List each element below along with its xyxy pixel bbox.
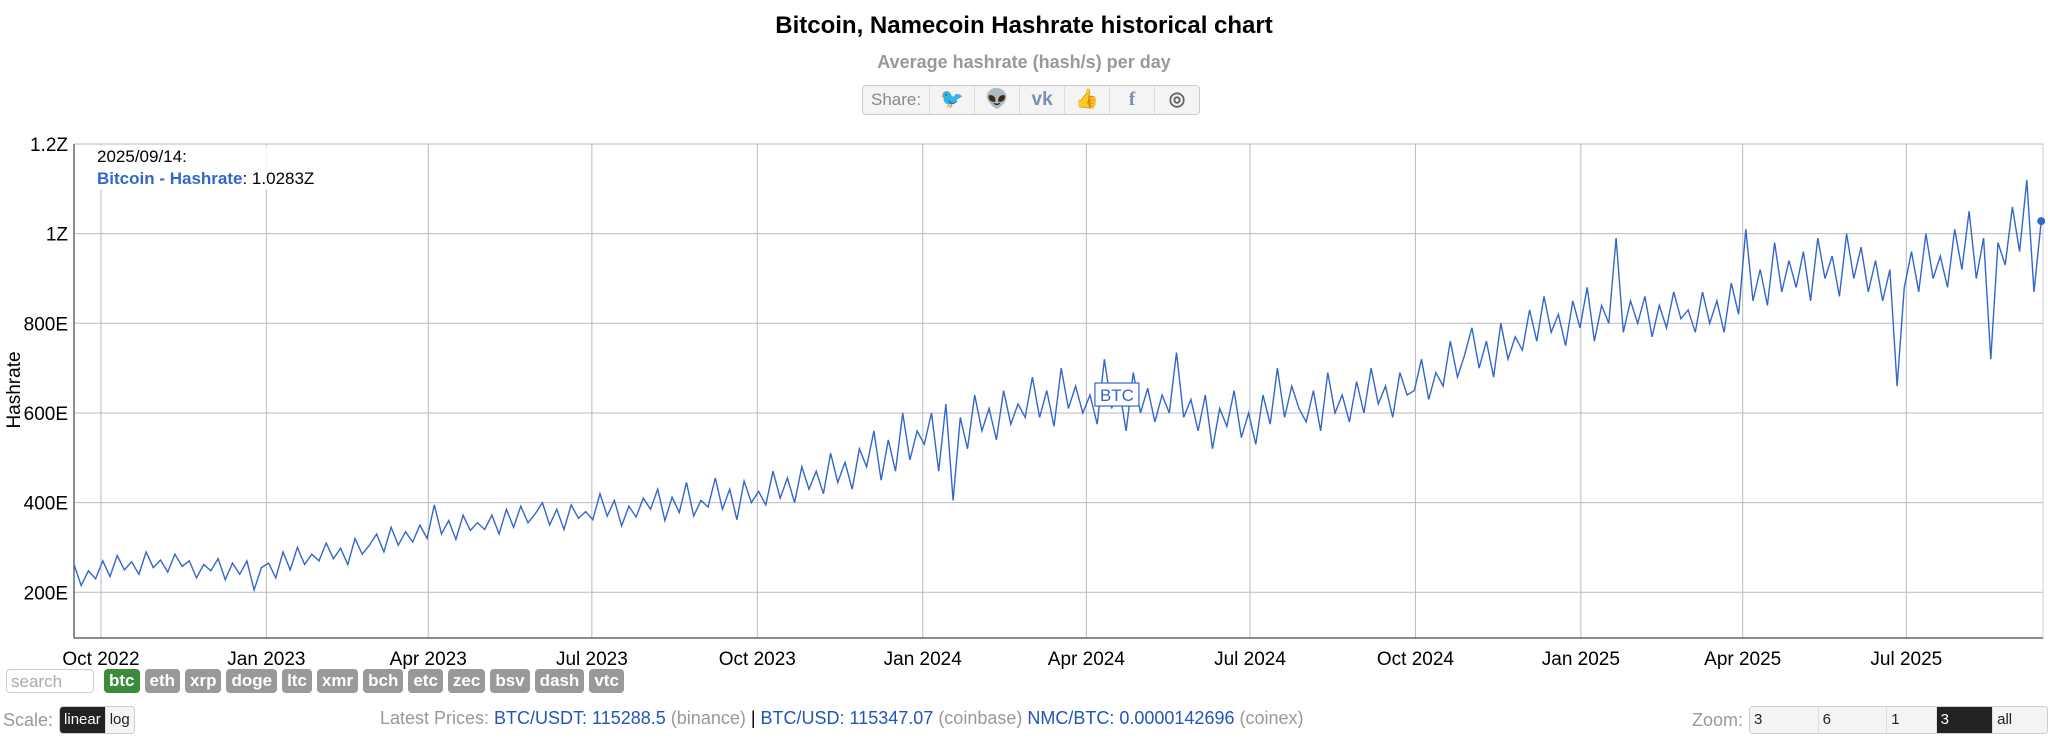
coin-ltc[interactable]: ltc [282,669,312,693]
x-tick-label: Jan 2025 [1542,649,1620,670]
scale-label: Scale: [3,709,54,730]
x-tick-label: Jan 2024 [884,649,963,670]
series-line-bitcoin-hashrate [73,179,2042,593]
price-btc-usd[interactable]: BTC/USD: 115347.07 [760,708,934,728]
coin-search-input[interactable]: search [6,669,94,693]
zoom-6-months-button[interactable]: 6 months [1818,707,1888,733]
y-tick-label: 1Z [46,225,69,246]
tooltip-date: 2025/09/14: [97,147,187,166]
tooltip-series: Bitcoin - Hashrate [97,169,243,188]
twitter-icon[interactable]: 🐦 [930,86,976,114]
scale-log-button[interactable]: log [105,707,134,733]
scale-linear-button[interactable]: linear [60,707,106,733]
price-source-coinex: (coinex) [1234,708,1304,728]
y-tick-label: 400E [24,494,68,515]
btc-annotation-box [1094,382,1140,407]
coin-vtc[interactable]: vtc [589,669,624,693]
price-source-coinbase: (coinbase) [933,708,1028,728]
like-icon[interactable]: 👍 [1065,86,1111,114]
y-tick-label: 200E [24,583,68,604]
price-separator: | [750,708,756,728]
tooltip: 2025/09/14: Bitcoin - Hashrate: 1.0283Z [97,146,315,190]
coin-zec[interactable]: zec [447,669,486,693]
zoom-control: Zoom: 3 months 6 months 1 year 3 years a… [1692,706,2048,734]
coin-bch[interactable]: bch [363,669,404,693]
zoom-label: Zoom: [1692,709,1744,730]
facebook-icon[interactable]: f [1110,86,1156,114]
coin-doge[interactable]: doge [226,669,278,693]
x-tick-label: Jul 2024 [1214,649,1286,670]
weibo-icon[interactable]: ◎ [1168,89,1186,110]
chart-subtitle: Average hashrate (hash/s) per day [877,52,1171,72]
price-nmc-btc[interactable]: NMC/BTC: 0.0000142696 [1027,708,1235,728]
vk-icon[interactable]: vk [1020,86,1066,114]
y-tick-label: 1.2Z [30,135,68,156]
btc-annotation-label: BTC [1100,386,1134,405]
coin-xrp[interactable]: xrp [185,669,222,693]
coin-etc[interactable]: etc [408,669,443,693]
share-label: Share: [863,86,931,114]
tooltip-value: : 1.0283Z [242,169,315,188]
x-tick-label: Apr 2023 [390,649,467,670]
zoom-1-year-button[interactable]: 1 year [1887,707,1937,733]
zoom-all-time-button[interactable]: all time [1993,707,2048,733]
coin-btc[interactable]: btc [104,669,140,693]
y-axis-title: Hashrate [4,351,25,428]
coin-xmr[interactable]: xmr [316,669,359,693]
latest-prices: Latest Prices: BTC/USDT: 115288.5 (binan… [380,708,1304,729]
chart-title: Bitcoin, Namecoin Hashrate historical ch… [775,12,1273,39]
x-tick-label: Apr 2024 [1048,649,1126,670]
hashrate-chart[interactable]: 200E 400E 600E 800E 1Z 1.2Z Oct 2022 Jan 2023 A… [0,0,2048,670]
price-source-binance: (binance) [665,708,751,728]
x-tick-label: Oct 2024 [1377,649,1455,670]
coin-buttons: btc eth xrp doge ltc xmr bch etc zec bsv… [104,669,624,693]
x-tick-label: Jul 2025 [1870,649,1942,670]
coin-bsv[interactable]: bsv [490,669,530,693]
share-bar: Share: 🐦 👽 vk 👍 f ◎ [862,85,1201,115]
x-tick-label: Oct 2022 [62,649,139,670]
y-tick-label: 600E [24,404,68,425]
x-tick-label: Oct 2023 [719,649,796,670]
coin-dash[interactable]: dash [534,669,585,693]
coin-eth[interactable]: eth [144,669,180,693]
hover-point [2037,217,2046,226]
x-tick-label: Apr 2025 [1704,649,1781,670]
reddit-icon[interactable]: 👽 [975,86,1021,114]
y-tick-label: 800E [24,314,68,335]
price-btc-usdt[interactable]: BTC/USDT: 115288.5 [494,708,666,728]
x-tick-label: Jan 2023 [227,649,305,670]
btc-annotation[interactable]: BTC [1094,382,1140,407]
prices-label: Latest Prices: [380,708,495,728]
scale-control: Scale: linear log [3,706,135,734]
x-tick-label: Jul 2023 [556,649,628,670]
zoom-3-months-button[interactable]: 3 months [1750,707,1819,733]
zoom-3-years-button[interactable]: 3 years [1936,707,1994,733]
